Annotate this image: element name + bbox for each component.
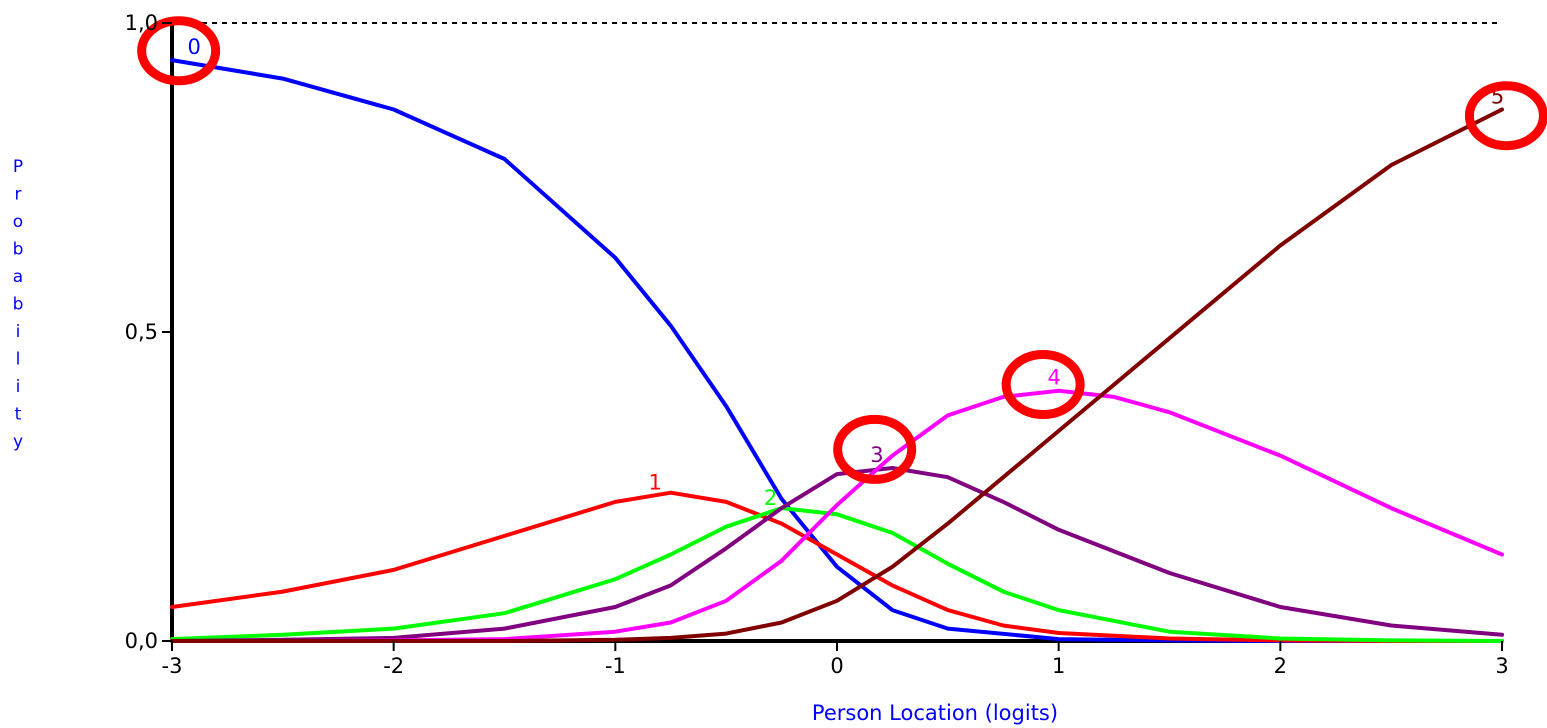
x-tick-label: 3 [1495, 654, 1508, 678]
y-axis-title-letter: r [15, 185, 22, 205]
y-axis-title-letter: a [13, 267, 23, 287]
series-line-5 [170, 107, 1504, 643]
curve-label-2: 2 [764, 486, 777, 510]
y-axis-title-letter: b [13, 240, 24, 260]
y-axis-title-letter: i [16, 377, 21, 397]
curve-label-1: 1 [649, 471, 662, 495]
x-tick-label: -2 [383, 654, 404, 678]
x-axis-title: Person Location (logits) [812, 701, 1058, 725]
series-line-1 [170, 490, 1504, 643]
x-tick-label: -3 [162, 654, 183, 678]
y-tick-label: 1,0 [125, 11, 158, 35]
y-axis-title-letter: P [13, 157, 23, 177]
curve-label-3: 3 [870, 443, 883, 467]
x-tick-label: 0 [830, 654, 843, 678]
highlight-circle [1001, 350, 1085, 420]
highlight-circles [137, 16, 1547, 484]
highlight-circle [137, 16, 221, 86]
y-axis-title-letter: b [13, 295, 24, 315]
y-axis-title-letter: o [13, 212, 23, 232]
series-line-3 [170, 466, 1504, 643]
curve-label-0: 0 [187, 35, 200, 59]
axes [170, 23, 1502, 643]
series-line-2 [170, 506, 1504, 643]
x-tick-label: 1 [1052, 654, 1065, 678]
highlight-circle [1464, 81, 1547, 151]
x-tick-label: 2 [1274, 654, 1287, 678]
y-axis-title-letter: i [16, 322, 21, 342]
y-axis-title-letter: l [16, 350, 21, 370]
highlight-circle [833, 414, 917, 484]
y-tick-labels: 0,0 0,5 1,0 [125, 11, 172, 653]
y-axis-title-letter: t [15, 405, 22, 425]
x-tick-labels: -3 -2 -1 0 1 2 3 [162, 641, 1509, 678]
x-tick-label: -1 [605, 654, 626, 678]
y-axis-title-letter: y [13, 432, 23, 452]
y-tick-label: 0,0 [125, 629, 158, 653]
curve-label-4: 4 [1048, 366, 1061, 390]
y-tick-label: 0,5 [125, 320, 158, 344]
series-lines [170, 58, 1504, 643]
